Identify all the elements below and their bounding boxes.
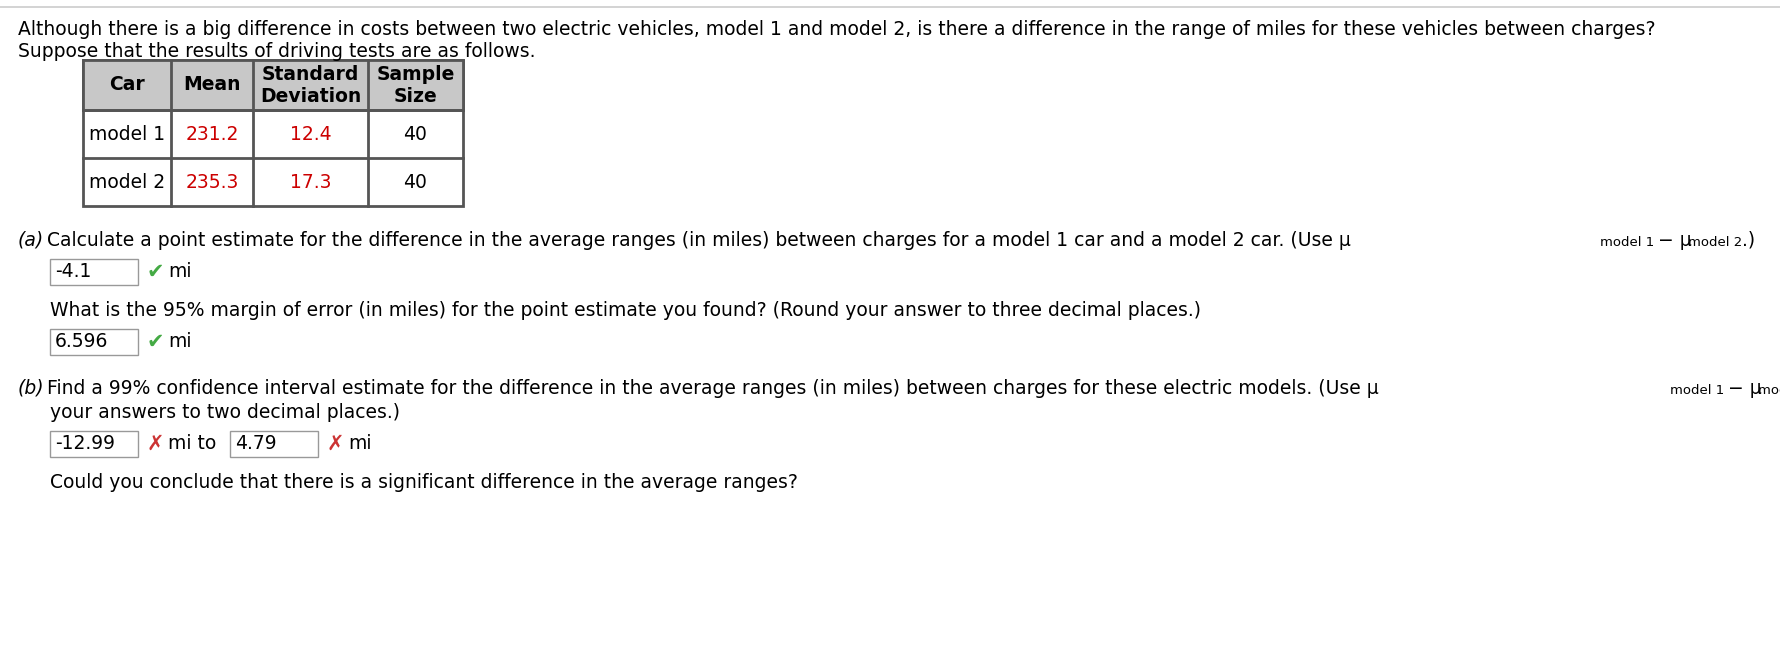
Text: (a): (a) [18,231,44,250]
Text: Calculate a point estimate for the difference in the average ranges (in miles) b: Calculate a point estimate for the diffe… [36,231,1349,250]
Text: mi: mi [347,434,372,453]
Bar [50,329,137,355]
Text: 235.3: 235.3 [185,173,239,192]
Text: mi: mi [167,262,192,281]
Text: What is the 95% margin of error (in miles) for the point estimate you found? (Ro: What is the 95% margin of error (in mile… [50,301,1200,320]
Text: 6.596: 6.596 [55,332,109,351]
Text: ✗: ✗ [148,434,164,454]
Text: model 1: model 1 [1670,384,1723,397]
Text: model 1: model 1 [1598,236,1654,249]
Text: mi: mi [167,332,192,351]
Bar [84,60,463,206]
Text: − μ: − μ [1652,231,1691,250]
Text: model 1: model 1 [89,124,166,144]
Text: Although there is a big difference in costs between two electric vehicles, model: Although there is a big difference in co… [18,20,1655,39]
Text: ✔: ✔ [148,262,164,282]
Text: 40: 40 [404,124,427,144]
Text: Could you conclude that there is a significant difference in the average ranges?: Could you conclude that there is a signi… [50,473,797,492]
Text: 17.3: 17.3 [290,173,331,192]
Text: 12.4: 12.4 [290,124,331,144]
Text: 4.79: 4.79 [235,434,276,453]
Text: model 2: model 2 [1757,384,1780,397]
Text: Mean: Mean [183,75,240,95]
Text: ✔: ✔ [148,332,164,352]
Text: Sample
Size: Sample Size [376,65,454,106]
Text: Car: Car [109,75,144,95]
Text: Suppose that the results of driving tests are as follows.: Suppose that the results of driving test… [18,42,536,61]
Text: -4.1: -4.1 [55,262,91,281]
Bar [50,259,137,285]
Text: ✗: ✗ [328,434,344,454]
Text: .): .) [1741,231,1753,250]
Text: model 2: model 2 [89,173,166,192]
Text: (b): (b) [18,379,44,398]
Bar [230,431,319,457]
Bar [84,60,463,110]
Text: mi to: mi to [167,434,215,453]
Text: model 2: model 2 [1687,236,1741,249]
Text: 40: 40 [404,173,427,192]
Text: Find a 99% confidence interval estimate for the difference in the average ranges: Find a 99% confidence interval estimate … [36,379,1378,398]
Text: your answers to two decimal places.): your answers to two decimal places.) [50,403,400,422]
Text: − μ: − μ [1721,379,1760,398]
Text: -12.99: -12.99 [55,434,116,453]
Text: Standard
Deviation: Standard Deviation [260,65,361,106]
Text: 231.2: 231.2 [185,124,239,144]
Bar [50,431,137,457]
